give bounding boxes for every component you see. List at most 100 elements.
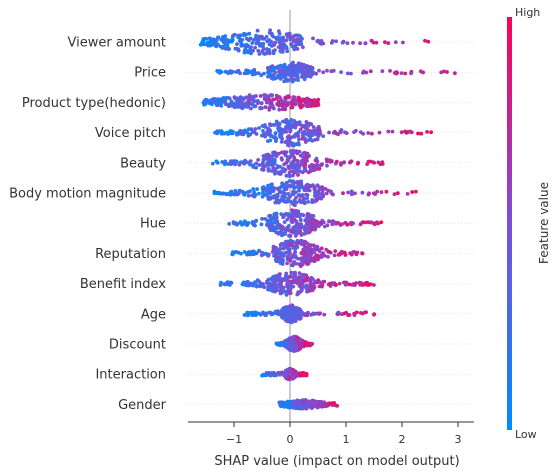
shap-point: [216, 103, 221, 107]
shap-point: [292, 46, 297, 50]
shap-point: [274, 254, 279, 259]
shap-point: [283, 127, 288, 132]
shap-point: [223, 102, 228, 106]
shap-point: [308, 184, 312, 188]
shap-point: [293, 254, 298, 258]
shap-point: [256, 48, 261, 53]
shap-point: [342, 160, 346, 165]
shap-point: [286, 164, 291, 169]
shap-point: [293, 316, 297, 320]
shap-point: [317, 68, 321, 73]
shap-point: [302, 167, 307, 172]
shap-point: [251, 187, 256, 191]
shap-point: [242, 250, 247, 254]
shap-point: [302, 285, 306, 289]
shap-point: [212, 97, 217, 101]
shap-point: [302, 164, 306, 168]
shap-point: [260, 194, 265, 199]
shap-point: [287, 33, 292, 38]
shap-point: [318, 131, 323, 136]
shap-point: [350, 282, 354, 287]
shap-point: [264, 34, 269, 39]
shap-point: [273, 280, 277, 285]
shap-point: [333, 282, 338, 287]
shap-point: [263, 251, 268, 256]
shap-point: [297, 271, 302, 275]
shap-point: [268, 28, 272, 33]
shap-point: [268, 184, 272, 189]
feature-label: Discount: [109, 338, 166, 353]
shap-point: [261, 282, 265, 286]
shap-point: [251, 283, 256, 288]
shap-point: [232, 101, 236, 106]
shap-point: [286, 212, 291, 216]
shap-point: [377, 130, 382, 135]
colorbar-title: Feature value: [537, 182, 551, 264]
shap-point: [326, 254, 330, 259]
shap-point: [298, 34, 302, 38]
shap-point: [262, 373, 266, 378]
shap-point: [257, 191, 261, 196]
shap-point: [288, 37, 293, 42]
shap-point: [276, 275, 280, 280]
shap-point: [250, 95, 255, 99]
shap-point: [326, 282, 331, 287]
shap-point: [274, 136, 279, 141]
shap-point: [295, 373, 299, 378]
shap-point: [261, 51, 266, 56]
shap-point: [266, 223, 271, 228]
shap-point: [266, 372, 271, 376]
shap-point: [329, 159, 334, 164]
shap-point: [349, 71, 353, 76]
shap-point: [343, 130, 347, 135]
shap-point: [244, 101, 249, 105]
shap-point: [262, 133, 267, 138]
shap-point: [247, 132, 252, 137]
shap-point: [308, 281, 313, 285]
colorbar-low-label: Low: [515, 428, 537, 441]
shap-point: [300, 131, 305, 135]
shap-point: [312, 258, 317, 263]
shap-point: [303, 125, 308, 130]
shap-point: [277, 231, 282, 236]
shap-point: [351, 250, 356, 254]
shap-point: [325, 403, 330, 408]
shap-point: [298, 310, 302, 315]
shap-point: [366, 131, 371, 135]
shap-point: [322, 312, 327, 317]
shap-point: [339, 161, 343, 166]
shap-point: [363, 41, 368, 46]
shap-point: [321, 134, 326, 139]
shap-point: [252, 104, 257, 109]
shap-point: [275, 219, 280, 224]
shap-point: [235, 42, 239, 46]
shap-point: [306, 216, 311, 221]
shap-point: [324, 191, 329, 196]
shap-point: [268, 310, 273, 315]
shap-point: [246, 38, 251, 43]
shap-point: [226, 132, 230, 136]
shap-point: [283, 194, 287, 199]
shap-point: [352, 130, 356, 135]
shap-point: [253, 281, 258, 286]
shap-point: [393, 40, 398, 45]
shap-point: [346, 313, 351, 318]
shap-point: [370, 39, 374, 43]
shap-point: [285, 217, 290, 222]
shap-point: [283, 105, 288, 110]
shap-point: [264, 188, 268, 193]
shap-point: [414, 189, 418, 194]
shap-point: [319, 246, 324, 251]
shap-point: [297, 137, 301, 142]
shap-point: [305, 67, 310, 72]
shap-point: [267, 72, 272, 77]
shap-point: [336, 132, 340, 137]
shap-point: [280, 98, 284, 103]
shap-point: [281, 35, 286, 40]
shap-point: [311, 36, 315, 41]
shap-point: [399, 130, 404, 135]
shap-point: [250, 130, 255, 134]
shap-point: [313, 137, 318, 142]
shap-point: [302, 201, 307, 206]
